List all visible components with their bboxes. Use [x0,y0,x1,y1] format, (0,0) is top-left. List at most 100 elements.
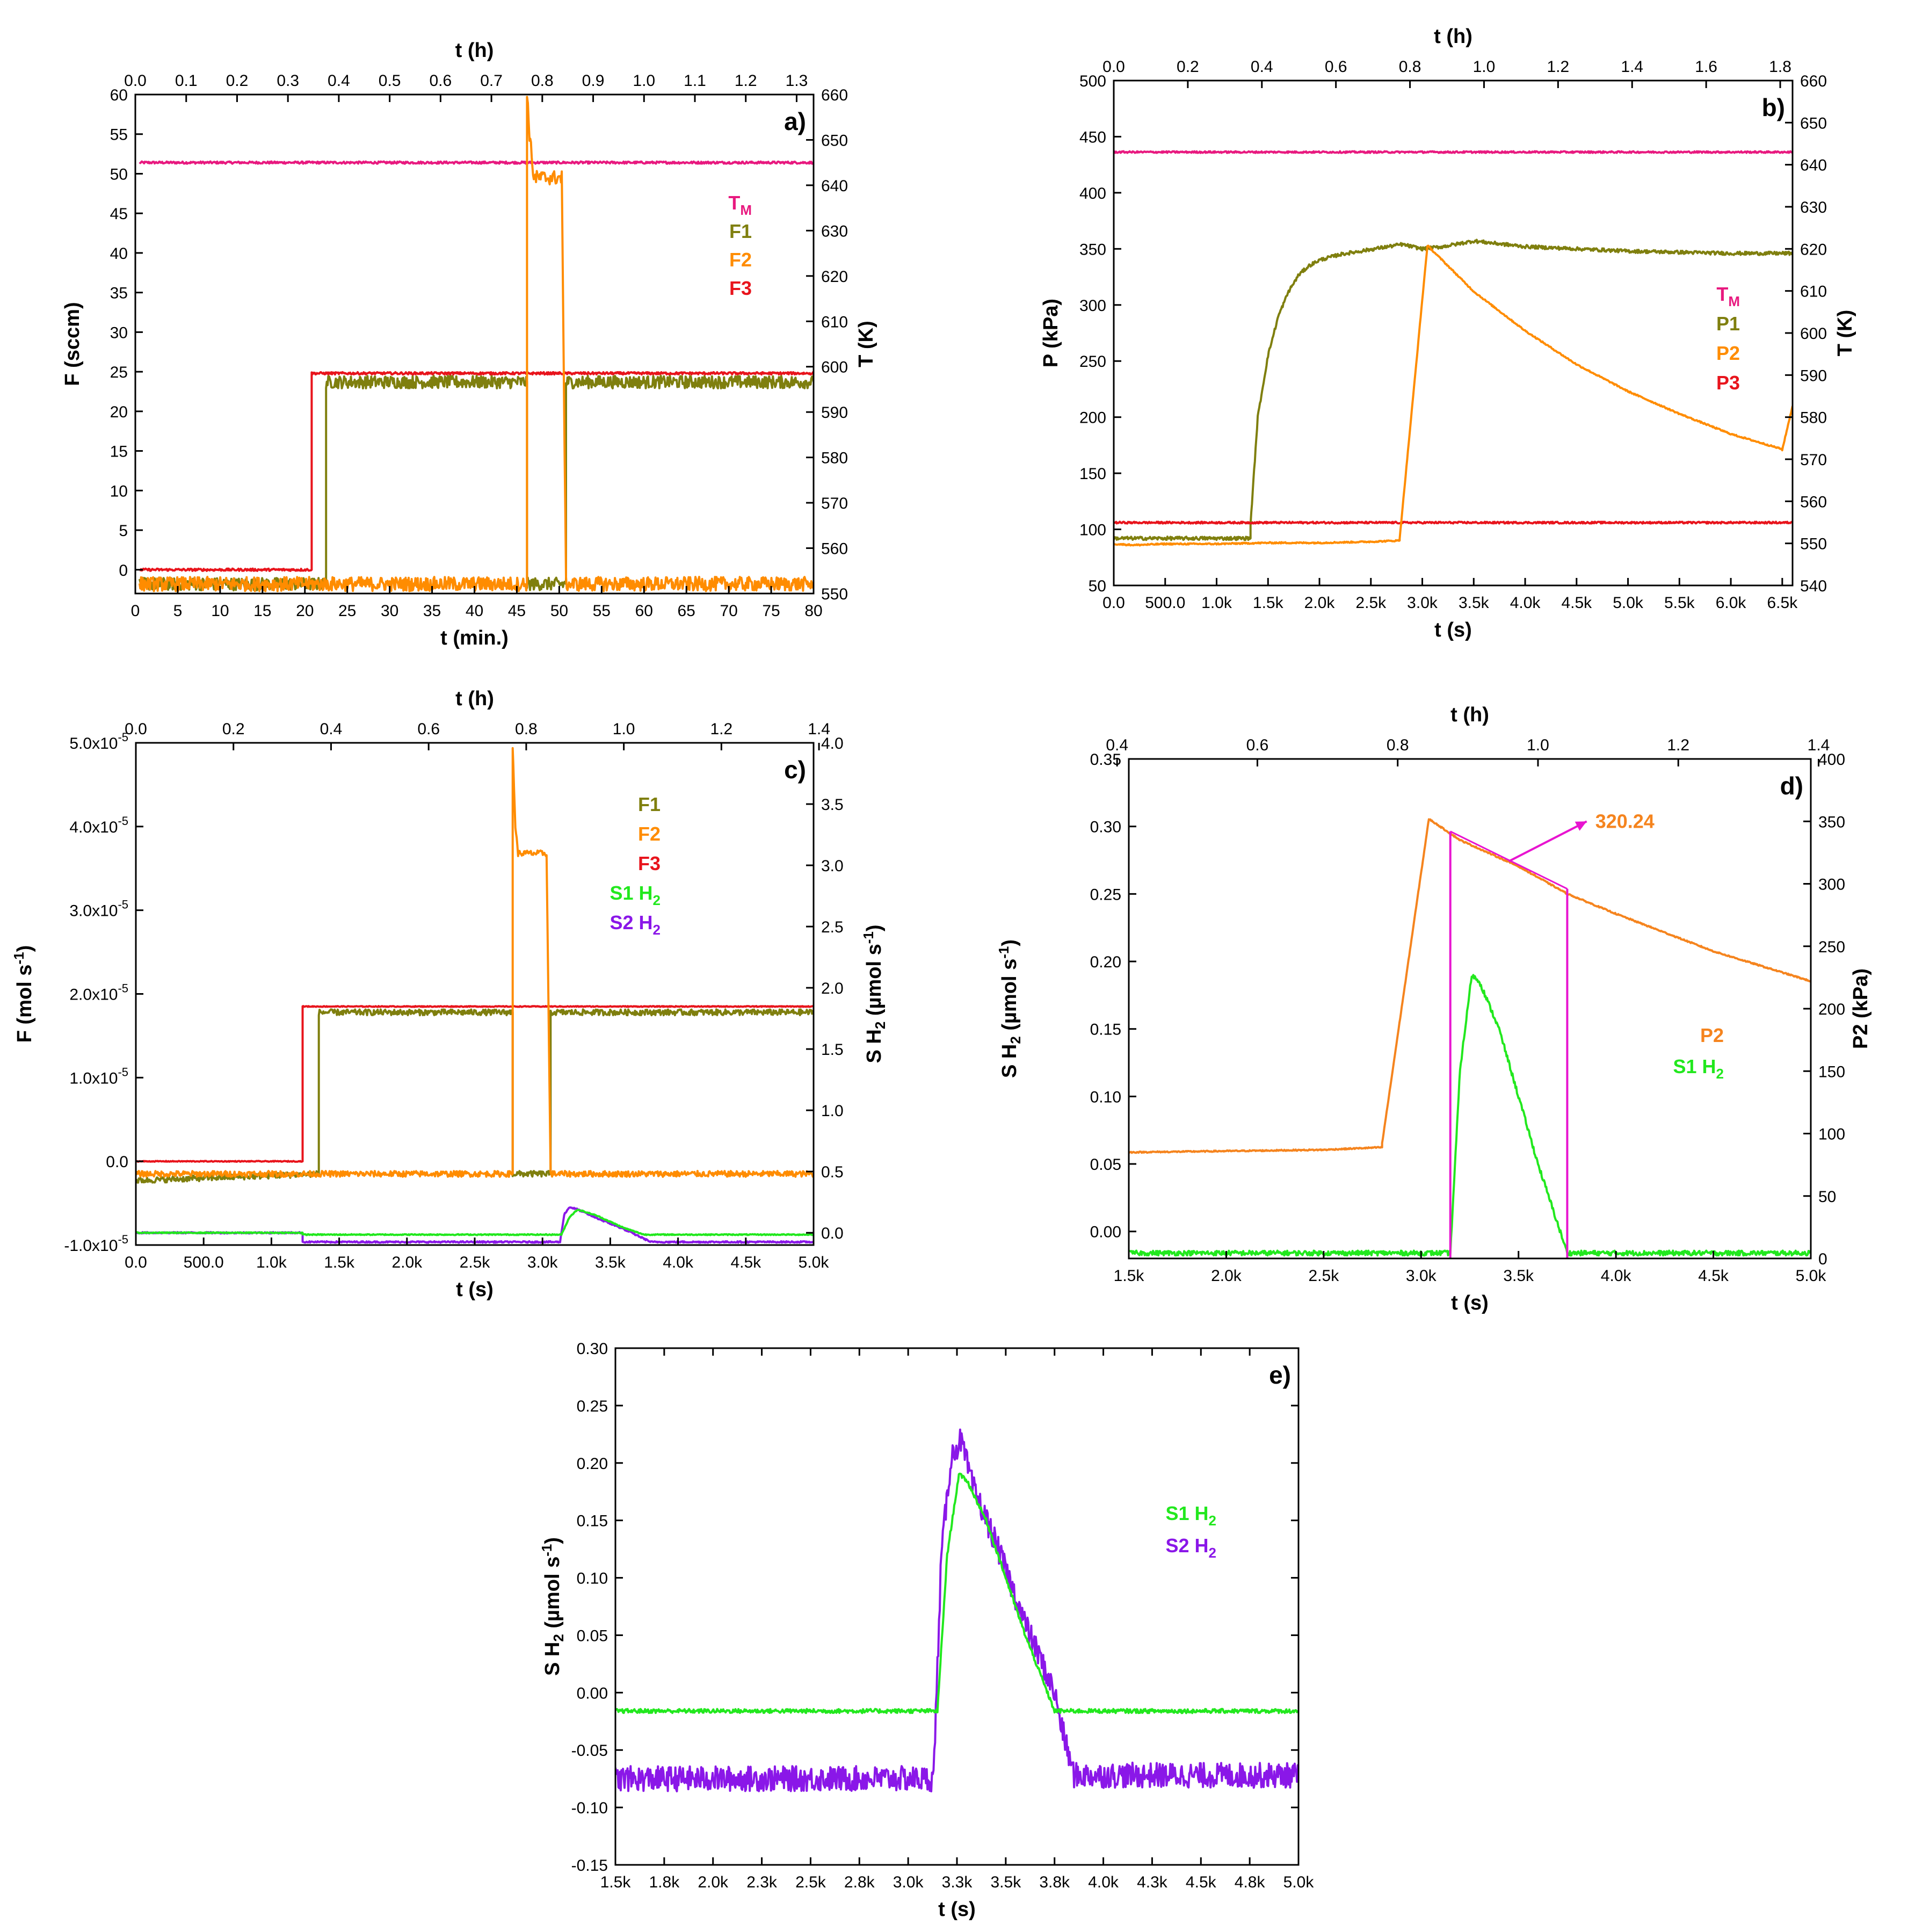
y2-tick-label: 50 [1818,1188,1836,1206]
panel-e: 1.5k 1.8k 2.0k 2.3k 2.5k 2.8k 3.0k 3.3k 3.5k 3.8k… [539,1340,1314,1921]
y-axis-title: S H2 (µmol s-1) [996,939,1024,1078]
top-x-tick-label: 1.1 [684,72,706,90]
legend-item: F3 [638,852,661,874]
y2-tick-label: 2.5 [821,918,844,936]
y2-tick-label: 610 [821,313,848,331]
x-tick-label: 75 [762,602,780,620]
y2-axis-title: P2 (kPa) [1849,968,1872,1049]
y2-tick-label: 660 [1800,73,1827,90]
y-tick-label: 1.0x10-5 [69,1065,128,1087]
y2-tick-label: 540 [1800,577,1827,595]
y-tick-label: 0.10 [1090,1088,1121,1106]
series-s2-h2 [615,1428,1298,1793]
y2-tick-label: 0 [1818,1250,1827,1268]
series-p1 [1114,238,1793,541]
legend-item: P2 [1700,1024,1724,1046]
y2-tick-label: 620 [821,268,848,286]
y2-tick-label: 570 [1800,451,1827,469]
top-x-tick-label: 1.2 [735,72,757,90]
top-x-tick-label: 0.5 [379,72,401,90]
x-tick-label: 2.5k [1355,594,1387,612]
y2-tick-label: 0.5 [821,1163,844,1181]
x-tick-label: 1.5k [1114,1267,1145,1285]
y-tick-label: 250 [1079,353,1106,371]
y2-tick-label: 400 [1818,751,1845,769]
y2-tick-label: 0.0 [821,1225,844,1242]
x-tick-label: 0 [131,602,140,620]
x-tick-label: 2.0k [391,1254,423,1271]
x-tick-label: 4.5k [1561,594,1592,612]
y2-tick-label: 550 [821,585,848,603]
y-tick-label: 55 [110,126,128,144]
y-tick-label: 50 [110,165,128,183]
x-tick-label: 20 [296,602,314,620]
y2-tick-label: 630 [821,222,848,240]
x-tick-label: 4.0k [1510,594,1541,612]
y-tick-label: 100 [1079,522,1106,539]
top-x-axis-title: t (h) [455,39,494,62]
y2-tick-label: 650 [1800,114,1827,132]
x-tick-label: 70 [720,602,737,620]
legend-item: S1 H2 [610,882,661,908]
integration-top-line [1450,830,1568,890]
y2-tick-label: 2.0 [821,980,844,997]
x-tick-label: 6.5k [1767,594,1798,612]
series-f1 [136,1008,814,1184]
series-s1-h2 [615,1472,1298,1714]
panel-label: b) [1762,93,1785,121]
x-axis-title: t (s) [938,1898,976,1921]
legend: TM P1 P2 P3 [1716,283,1740,394]
y-tick-label: 150 [1079,465,1106,483]
x-tick-label: 25 [338,602,356,620]
x-tick-label: 5.0k [1796,1267,1827,1285]
y-tick-label: 35 [110,285,128,302]
x-tick-label: 5 [173,602,183,620]
top-x-tick-label: 1.0 [1473,58,1496,76]
y2-tick-label: 200 [1818,1001,1845,1018]
y2-tick-label: 630 [1800,199,1827,216]
x-tick-label: 0.0 [125,1254,147,1271]
y2-tick-label: 1.5 [821,1041,844,1059]
plot-area [136,747,814,1244]
top-x-tick-label: 0.3 [277,72,299,90]
series-p2 [1129,818,1811,1154]
x-tick-label: 500.0 [184,1254,224,1271]
legend: S1 H2 S2 H2 [1165,1502,1216,1561]
series-f2 [136,747,814,1178]
x-tick-label: 1.5k [1253,594,1284,612]
x-tick-label: 5.0k [799,1254,830,1271]
y-tick-label: 0.20 [1090,953,1121,971]
panel-label: d) [1780,772,1803,800]
x-tick-label: 4.0k [663,1254,694,1271]
x-tick-label: 40 [466,602,483,620]
x-tick-label: 4.5k [730,1254,761,1271]
plot-frame [134,93,815,595]
y2-tick-label: 1.0 [821,1102,844,1120]
y-tick-label: 15 [110,443,128,461]
series-s2-h2 [136,1206,814,1244]
x-tick-label: 2.5k [460,1254,491,1271]
top-x-axis-title: t (h) [1450,704,1489,726]
top-x-tick-label: 1.3 [786,72,808,90]
y2-tick-label: 300 [1818,876,1845,894]
top-x-tick-label: 0.1 [175,72,198,90]
x-axis-title: t (s) [1451,1292,1489,1314]
x-tick-label: 1.8k [649,1873,680,1891]
y-tick-label: -0.05 [571,1742,608,1760]
x-tick-label: 5.5k [1664,594,1695,612]
panel-d: 320.24 1.5k 2.0k 2.5k 3.0k 3.5k 4.0k 4.5k 5.0k 0.… [996,704,1872,1314]
panel-c: 0.0 500.0 1.0k 1.5k 2.0k 2.5k 3.0k 3.5k 4.0k 4.5k… [11,688,888,1301]
y-tick-label: 200 [1079,409,1106,427]
x-tick-label: 3.0k [1406,1267,1437,1285]
x-tick-label: 2.0k [1304,594,1336,612]
legend-item: S2 H2 [1165,1535,1216,1561]
y2-axis-title: T (K) [1834,310,1856,357]
x-tick-label: 3.0k [1407,594,1438,612]
y2-tick-label: 3.5 [821,796,844,814]
y-tick-label: 350 [1079,241,1106,258]
x-axis-title: t (min.) [440,627,509,649]
plot-area [1129,818,1811,1258]
y2-tick-label: 100 [1818,1126,1845,1144]
top-x-axis-title: t (h) [1434,25,1472,48]
